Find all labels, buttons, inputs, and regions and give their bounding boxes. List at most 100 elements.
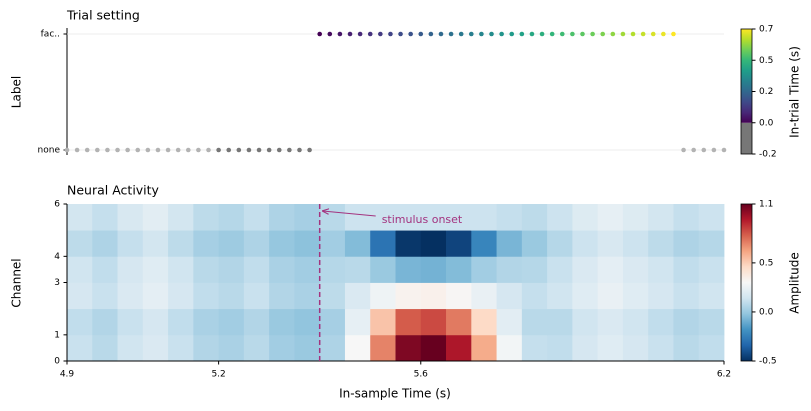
point xyxy=(145,147,151,153)
heatmap-cell xyxy=(92,204,118,231)
heatmap-cell xyxy=(622,334,649,362)
point xyxy=(640,31,646,37)
heatmap-cell xyxy=(420,204,447,231)
point xyxy=(266,147,272,153)
heatmap-cell xyxy=(698,282,725,310)
heatmap-cell xyxy=(193,256,220,283)
heatmap-cell xyxy=(648,256,674,283)
heatmap-cell xyxy=(142,230,169,257)
heatmap-cell xyxy=(420,256,447,283)
heatmap-cell xyxy=(294,230,321,257)
point xyxy=(671,31,676,37)
heatmap-cell xyxy=(117,204,144,231)
colorbar-label: In-trial Time (s) xyxy=(788,46,802,138)
heatmap-cell xyxy=(446,256,472,283)
heatmap-cell xyxy=(92,256,118,283)
heatmap-cell xyxy=(344,256,371,283)
y-tick-label: 3 xyxy=(54,278,60,288)
point xyxy=(559,31,565,37)
heatmap-cell xyxy=(218,230,245,257)
point xyxy=(337,31,343,37)
heatmap-cell xyxy=(521,334,548,362)
heatmap-cell xyxy=(420,282,447,310)
heatmap-cell xyxy=(395,282,422,310)
heatmap-cell xyxy=(344,308,371,336)
point xyxy=(185,147,191,153)
heatmap-cell xyxy=(269,230,295,257)
heatmap-cell xyxy=(446,204,472,231)
colorbar-tick-label: 0.5 xyxy=(759,56,773,66)
heatmap-cell xyxy=(547,256,573,283)
point xyxy=(398,31,403,37)
heatmap-cell xyxy=(344,282,371,310)
heatmap-cell xyxy=(395,256,422,283)
point xyxy=(317,31,322,37)
y-tick-label: 1 xyxy=(54,330,60,340)
point xyxy=(327,31,333,37)
heatmap-cell xyxy=(168,256,194,283)
point xyxy=(529,31,535,37)
heatmap-cell xyxy=(471,256,497,283)
point xyxy=(691,147,696,153)
heatmap-cell xyxy=(319,282,346,310)
point xyxy=(620,31,626,37)
point xyxy=(155,147,161,153)
heatmap-cell xyxy=(142,282,169,310)
heatmap-cell xyxy=(597,282,624,310)
heatmap-cell xyxy=(547,334,573,362)
heatmap-cell xyxy=(521,282,548,310)
heatmap-cell xyxy=(572,256,599,283)
heatmap-cell xyxy=(269,308,295,336)
point xyxy=(256,147,262,153)
heatmap-cell xyxy=(370,230,396,257)
heatmap-cell xyxy=(673,230,700,257)
heatmap-cell xyxy=(597,334,624,362)
point xyxy=(216,147,221,153)
heatmap-cell xyxy=(648,308,674,336)
heatmap-cell xyxy=(471,334,497,362)
heatmap-cell xyxy=(496,282,523,310)
heatmap-cell xyxy=(193,308,220,336)
heatmap-cell xyxy=(218,256,245,283)
heatmap-cell xyxy=(496,256,523,283)
colorbar-tick-label: 0.5 xyxy=(759,258,773,268)
colorbar-tick-label: 0.2 xyxy=(759,87,773,97)
colorbar-tick-label: -0.5 xyxy=(759,357,777,367)
heatmap-cell xyxy=(521,308,548,336)
heatmap-cell xyxy=(344,334,371,362)
heatmap-cell xyxy=(648,204,674,231)
heatmap-cell xyxy=(420,308,447,336)
point xyxy=(105,147,110,153)
heatmap-cell xyxy=(673,282,700,310)
point xyxy=(458,31,464,37)
point xyxy=(347,31,353,37)
heatmap-cell xyxy=(698,256,725,283)
heatmap-cell xyxy=(420,334,447,362)
heatmap-cell xyxy=(521,204,548,231)
heatmap-cell xyxy=(572,204,599,231)
point xyxy=(388,31,393,37)
point xyxy=(64,147,70,153)
heatmap-cell xyxy=(395,204,422,231)
annotation-label: stimulus onset xyxy=(382,213,463,226)
heatmap-cell xyxy=(698,204,725,231)
heatmap-cell xyxy=(622,204,649,231)
heatmap-cell xyxy=(395,334,422,362)
heatmap-cell xyxy=(370,204,396,231)
heatmap-cell xyxy=(67,334,93,362)
point xyxy=(196,147,201,153)
heatmap-cell xyxy=(319,204,346,231)
heatmap-cell xyxy=(168,230,194,257)
heatmap-cell xyxy=(92,308,118,336)
heatmap-cell xyxy=(243,204,270,231)
heatmap-cell xyxy=(269,204,295,231)
heatmap-cell xyxy=(67,282,93,310)
heatmap-cell xyxy=(67,256,93,283)
heatmap-cell xyxy=(547,204,573,231)
heatmap-cell xyxy=(673,256,700,283)
heatmap-cell xyxy=(370,282,396,310)
heatmap-cell xyxy=(420,230,447,257)
heatmap-cell xyxy=(344,204,371,231)
heatmap-cell xyxy=(168,308,194,336)
heatmap-cell xyxy=(496,204,523,231)
